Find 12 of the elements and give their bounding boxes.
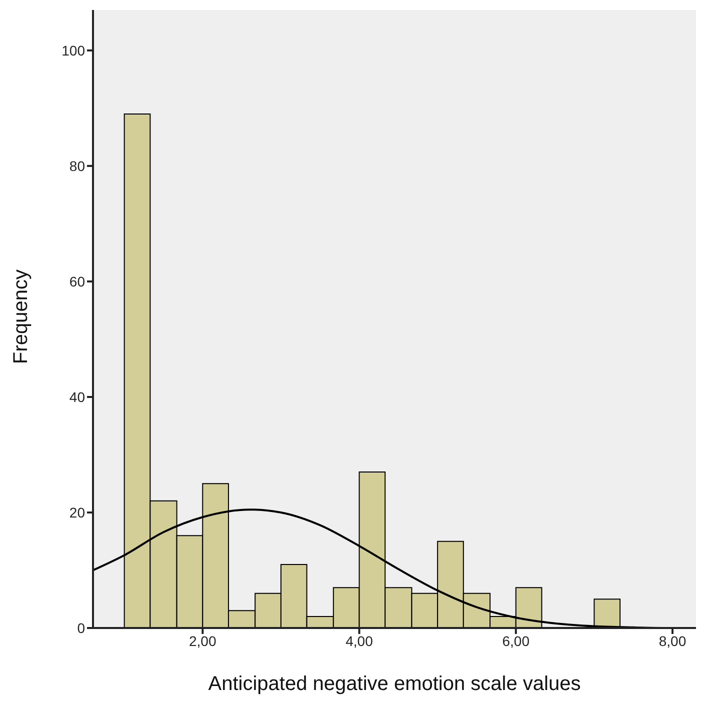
y-tick-label: 40 (69, 388, 86, 405)
y-axis-title: Frequency (10, 270, 32, 364)
x-tick-label: 6,00 (502, 632, 530, 649)
y-tick-label: 100 (62, 42, 86, 58)
x-tick-label: 8,00 (658, 632, 686, 649)
x-tick-label: 4,00 (346, 632, 374, 649)
x-axis-title: Anticipated negative emotion scale values (208, 673, 581, 695)
y-tick-label: 80 (69, 158, 86, 174)
y-tick-label: 20 (69, 504, 86, 520)
y-tick-label: 0 (77, 620, 86, 636)
x-tick-label: 2,00 (189, 632, 216, 649)
y-tick-label: 60 (69, 273, 86, 290)
